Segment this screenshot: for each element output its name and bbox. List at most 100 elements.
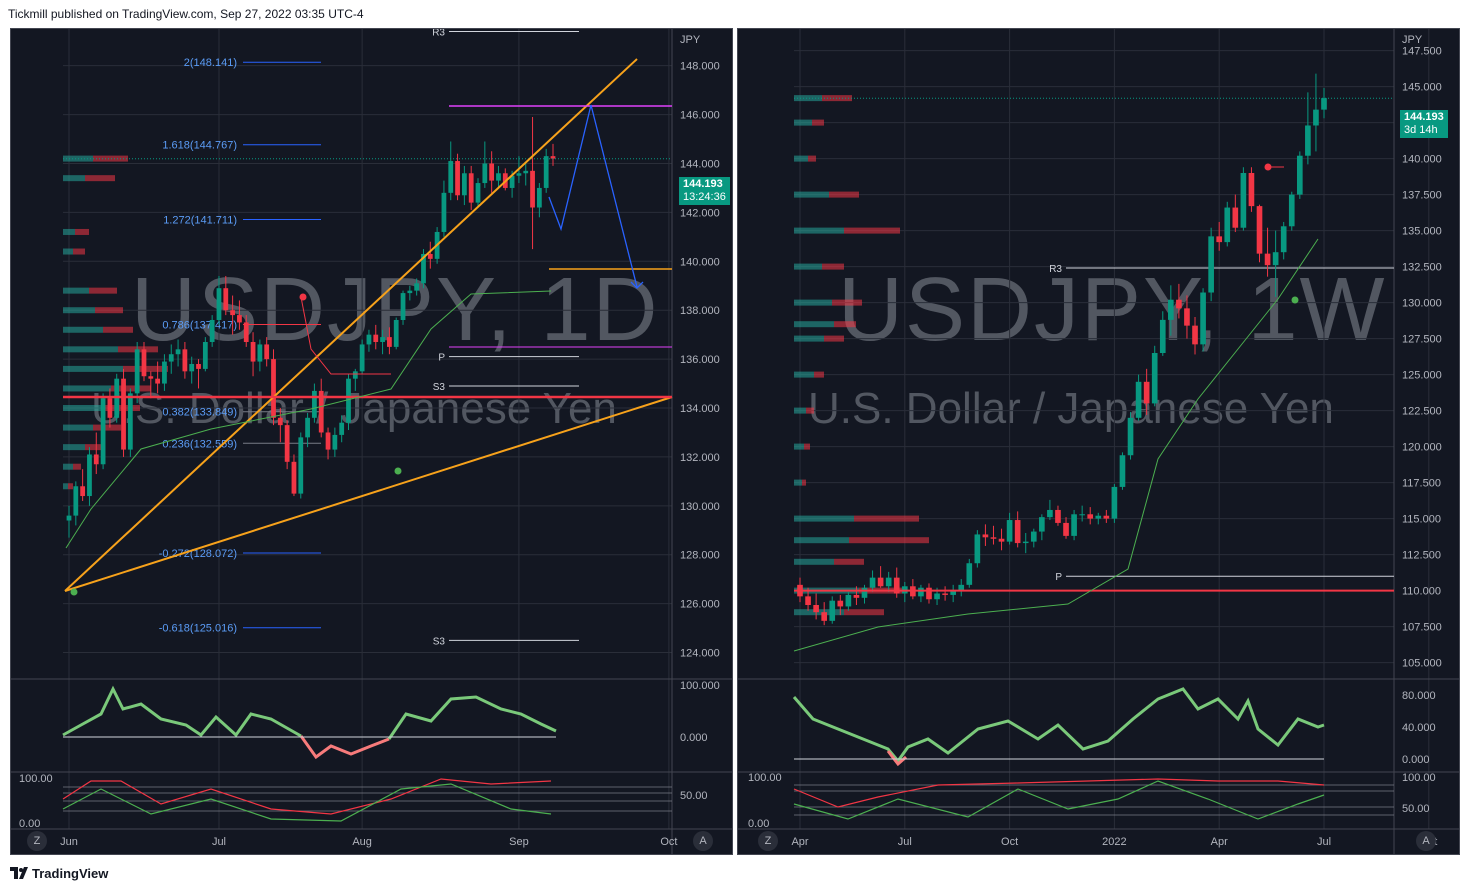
swing-marker: [70, 588, 78, 596]
candle-body: [73, 486, 79, 516]
volume-profile-up: [63, 248, 73, 255]
candle-body: [223, 288, 229, 311]
bar-countdown: 3d 14h: [1404, 124, 1438, 136]
volume-profile-down: [111, 385, 151, 392]
candle-body: [813, 605, 819, 613]
volume-profile-down: [73, 463, 81, 470]
bar-countdown: 13:24:36: [683, 191, 726, 203]
price-axis-tick: 132.000: [680, 452, 720, 464]
volume-profile-down: [834, 321, 856, 328]
candle-body: [284, 425, 290, 462]
indicator-line: [65, 290, 552, 549]
oscillator-axis-tick: 100.00: [1402, 772, 1436, 784]
chart-canvas-daily[interactable]: R3 P S3 S3 2(148.141) 1.618(144.767) 1.272(141…: [11, 29, 732, 854]
volume-profile-up: [794, 321, 834, 328]
time-axis-tick: Jun: [60, 836, 78, 848]
chart-pane-daily[interactable]: USDJPY, 1D U.S. Dollar / Japanese Yen R3…: [10, 28, 733, 855]
volume-profile-up: [63, 424, 93, 431]
candle-body: [352, 371, 358, 379]
last-price-value: 144.193: [683, 178, 723, 190]
candle-body: [393, 319, 399, 347]
price-axis-tick: 135.000: [1402, 226, 1442, 238]
price-axis-tick: 125.000: [1402, 370, 1442, 382]
candle-body: [1184, 308, 1190, 326]
candle-body: [1224, 207, 1231, 243]
price-axis-tick: 142.000: [680, 207, 720, 219]
description-watermark: U.S. Dollar / Japanese Yen: [808, 384, 1334, 433]
last-price-tag: 144.193 13:24:36: [679, 177, 730, 205]
candle-body: [209, 319, 215, 342]
candle-body: [1014, 520, 1021, 544]
candle-body: [162, 361, 167, 384]
trend-line-lower: [64, 396, 673, 592]
candle-body: [175, 349, 181, 355]
stoch-line: [62, 783, 552, 822]
candle-body: [1079, 514, 1085, 516]
volume-profile-down: [812, 119, 824, 126]
candle-body: [380, 337, 385, 342]
volume-profile-down: [93, 155, 128, 162]
candle-body: [325, 432, 331, 450]
candle-body: [414, 283, 420, 291]
candle-body: [202, 341, 208, 369]
candle-body: [829, 600, 836, 621]
price-axis-tick: 136.000: [680, 354, 720, 366]
oscillator-axis-tick: 100.00: [748, 772, 782, 784]
candle-body: [100, 398, 106, 465]
price-axis-tick: 128.000: [680, 550, 720, 562]
candle-body: [821, 612, 828, 621]
price-axis-tick: 105.000: [1402, 658, 1442, 670]
candle-body: [1321, 98, 1327, 110]
candle-body: [243, 322, 249, 342]
candle-body: [543, 156, 549, 188]
candle-body: [516, 173, 522, 176]
candle-body: [339, 422, 345, 435]
chart-canvas-weekly[interactable]: R3P147.500145.000142.500140.000137.50013…: [738, 29, 1459, 854]
price-axis-tick: 146.000: [680, 110, 720, 122]
time-axis-tick: Apr: [791, 836, 808, 848]
indicator-line: [793, 238, 1319, 652]
volume-profile-down: [822, 263, 844, 270]
candle-body: [387, 337, 392, 347]
fib-level-label: 1.272(141.711): [163, 214, 237, 226]
volume-profile-up: [794, 443, 804, 450]
swing-marker: [1291, 296, 1299, 304]
candle-body: [1055, 509, 1061, 523]
oscillator-axis-tick: 80.000: [1402, 690, 1436, 702]
candle-body: [1047, 509, 1053, 518]
candle-body: [885, 577, 892, 587]
price-axis-tick: 122.500: [1402, 406, 1442, 418]
volume-profile-up: [794, 537, 849, 544]
zoom-button[interactable]: Z: [27, 831, 47, 851]
candle-body: [1119, 455, 1126, 487]
time-axis-tick: Sep: [509, 836, 529, 848]
volume-profile-down: [806, 407, 814, 414]
volume-profile-up: [794, 263, 822, 270]
fib-level-label: -0.618(125.016): [159, 623, 237, 635]
candle-body: [250, 341, 256, 362]
oscillator-axis-tick: 50.00: [1402, 803, 1430, 815]
time-axis-tick: Jul: [1317, 836, 1331, 848]
zoom-button[interactable]: Z: [758, 831, 778, 851]
candle-body: [155, 378, 161, 384]
volume-profile-up: [794, 191, 829, 198]
candle-body: [168, 354, 174, 362]
auto-scale-button[interactable]: A: [693, 831, 713, 851]
volume-profile-down: [73, 248, 85, 255]
projection-path: [548, 104, 638, 288]
auto-scale-button[interactable]: A: [1416, 831, 1436, 851]
candle-body: [1248, 173, 1255, 207]
volume-profile-down: [824, 335, 844, 342]
volume-profile-down: [103, 326, 133, 333]
candle-body: [934, 593, 940, 600]
candle-body: [1296, 155, 1303, 195]
volume-profile-up: [794, 119, 812, 126]
volume-profile-up: [794, 227, 844, 234]
price-axis-tick: 126.000: [680, 599, 720, 611]
candle-body: [127, 393, 133, 450]
candle-body: [298, 437, 304, 494]
volume-profile-up: [794, 299, 832, 306]
volume-profile-up: [63, 228, 75, 235]
volume-profile-down: [834, 558, 864, 565]
chart-pane-weekly[interactable]: USDJPY, 1W U.S. Dollar / Japanese Yen R3…: [737, 28, 1460, 855]
